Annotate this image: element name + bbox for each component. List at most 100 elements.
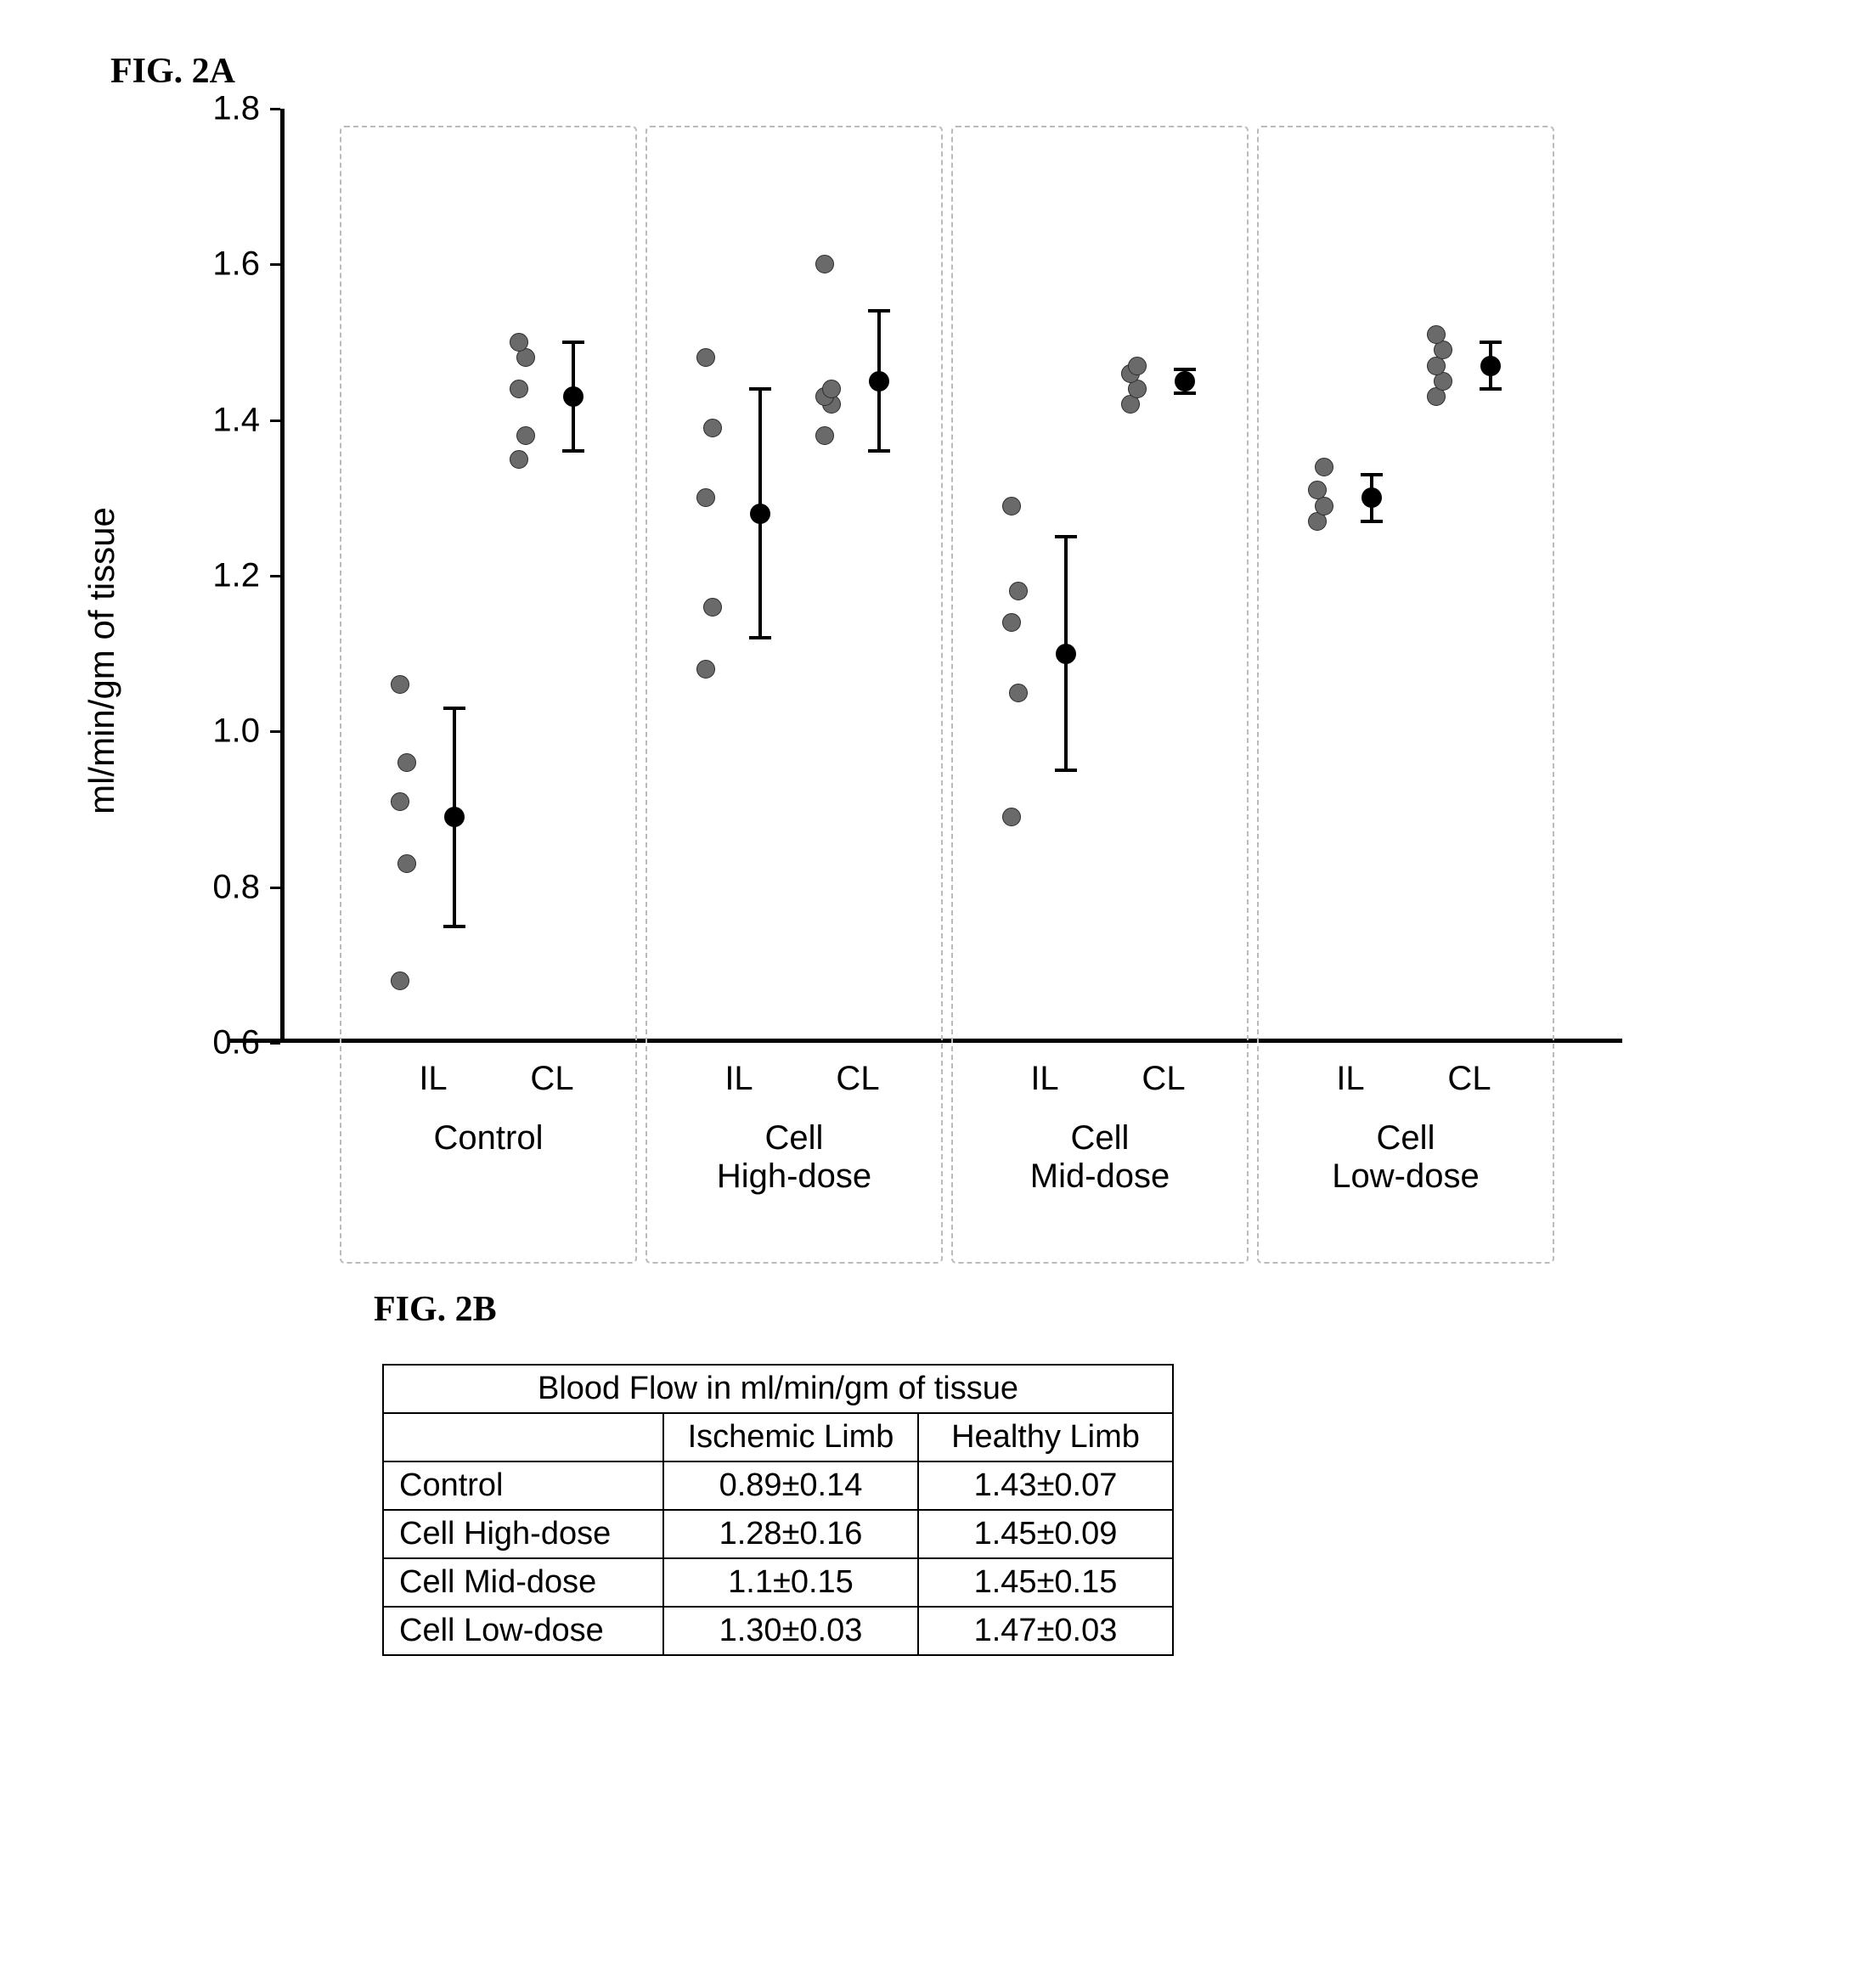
scatter-point [696, 348, 715, 367]
scatter-point [703, 598, 722, 617]
y-tick-label: 1.4 [212, 401, 260, 439]
error-cap [1361, 520, 1383, 523]
group-label: CellMid-dose [1030, 1119, 1170, 1196]
table-title: Blood Flow in ml/min/gm of tissue [383, 1365, 1173, 1413]
x-tick-label: CL [1447, 1060, 1491, 1098]
table-cell: Cell High-dose [383, 1510, 663, 1558]
x-tick-label: IL [724, 1060, 753, 1098]
y-axis [280, 109, 285, 1043]
fig-2a-label: FIG. 2A [110, 51, 1764, 92]
error-cap [868, 309, 890, 313]
error-cap [749, 387, 771, 391]
scatter-point [1009, 582, 1028, 600]
y-tick [270, 420, 280, 422]
scatter-point [510, 450, 528, 469]
table-cell: 1.43±0.07 [918, 1461, 1173, 1510]
scatter-point [822, 380, 841, 398]
error-cap [868, 449, 890, 453]
error-cap [443, 925, 465, 928]
table-cell: Cell Low-dose [383, 1607, 663, 1655]
error-cap [1174, 391, 1196, 395]
mean-point [750, 504, 770, 524]
table-cell: Cell Mid-dose [383, 1558, 663, 1607]
table-cell: 0.89±0.14 [663, 1461, 918, 1510]
scatter-point [397, 753, 416, 772]
group-label: CellLow-dose [1332, 1119, 1479, 1196]
scatter-point [815, 255, 834, 273]
scatter-point [516, 426, 535, 445]
scatter-point [1315, 458, 1333, 476]
x-tick-label: IL [1030, 1060, 1058, 1098]
y-tick-label: 0.6 [212, 1024, 260, 1062]
error-cap [1361, 473, 1383, 476]
y-tick [270, 108, 280, 110]
scatter-point [1002, 808, 1021, 826]
x-tick-label: CL [836, 1060, 879, 1098]
scatter-point [510, 380, 528, 398]
group-label: Control [434, 1119, 544, 1157]
mean-point [444, 807, 465, 827]
scatter-point [703, 419, 722, 437]
x-tick-label: CL [1142, 1060, 1185, 1098]
group-panel [1257, 126, 1554, 1264]
error-cap [1055, 769, 1077, 772]
scatter-point [391, 971, 409, 990]
y-tick [270, 1042, 280, 1045]
table-cell: 1.28±0.16 [663, 1510, 918, 1558]
scatter-point [1308, 481, 1327, 499]
scatter-point [1002, 497, 1021, 515]
table-cell: 1.30±0.03 [663, 1607, 918, 1655]
scatter-point [696, 660, 715, 679]
mean-point [1361, 487, 1382, 508]
y-tick-label: 1.8 [212, 90, 260, 128]
plot-area: 0.60.81.01.21.41.61.8ILCLILCLILCLILCLCon… [280, 109, 1605, 1043]
scatter-point [1128, 357, 1147, 375]
y-tick [270, 887, 280, 889]
mean-point [563, 386, 583, 407]
scatter-point [391, 675, 409, 694]
blood-flow-table: Blood Flow in ml/min/gm of tissue Ischem… [382, 1364, 1174, 1656]
scatter-point [1009, 684, 1028, 702]
table-header-blank [383, 1413, 663, 1461]
table-header-ischemic: Ischemic Limb [663, 1413, 918, 1461]
table-cell: 1.1±0.15 [663, 1558, 918, 1607]
group-panel [645, 126, 943, 1264]
table-row: Cell Mid-dose 1.1±0.15 1.45±0.15 [383, 1558, 1173, 1607]
scatter-point [397, 854, 416, 873]
y-tick-label: 0.8 [212, 868, 260, 906]
x-tick-label: CL [530, 1060, 573, 1098]
mean-point [1056, 644, 1076, 664]
y-tick-label: 1.0 [212, 712, 260, 751]
y-tick [270, 730, 280, 733]
x-tick-label: IL [1336, 1060, 1364, 1098]
scatter-point [815, 426, 834, 445]
fig-2a-chart: ml/min/gm of tissue 0.60.81.01.21.41.61.… [144, 109, 1631, 1213]
table-cell: Control [383, 1461, 663, 1510]
x-tick-label: IL [419, 1060, 447, 1098]
y-tick-label: 1.2 [212, 557, 260, 595]
error-cap [443, 707, 465, 710]
table-row: Cell Low-dose 1.30±0.03 1.47±0.03 [383, 1607, 1173, 1655]
group-panel [951, 126, 1249, 1264]
y-tick [270, 263, 280, 266]
y-axis-label: ml/min/gm of tissue [82, 507, 122, 814]
table-header-healthy: Healthy Limb [918, 1413, 1173, 1461]
group-label: CellHigh-dose [717, 1119, 871, 1196]
scatter-point [391, 792, 409, 811]
table-row: Control 0.89±0.14 1.43±0.07 [383, 1461, 1173, 1510]
mean-point [869, 371, 889, 391]
scatter-point [696, 488, 715, 507]
error-cap [1480, 341, 1502, 344]
y-tick-label: 1.6 [212, 245, 260, 284]
mean-point [1480, 356, 1501, 376]
fig-2b-label: FIG. 2B [374, 1289, 1764, 1330]
y-tick [270, 575, 280, 577]
table-cell: 1.45±0.09 [918, 1510, 1173, 1558]
mean-point [1175, 371, 1195, 391]
scatter-point [1002, 613, 1021, 632]
table-cell: 1.47±0.03 [918, 1607, 1173, 1655]
error-cap [749, 636, 771, 639]
error-cap [1480, 387, 1502, 391]
group-panel [340, 126, 637, 1264]
error-cap [562, 449, 584, 453]
